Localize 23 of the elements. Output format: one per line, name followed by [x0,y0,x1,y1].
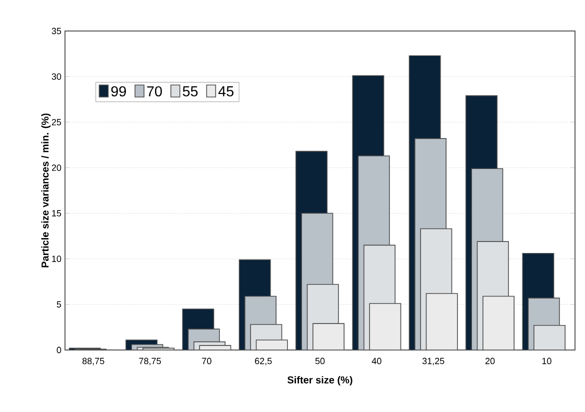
x-tick-label: 40 [372,358,382,364]
y-axis-title: Particle size variances / min. (%) [41,114,51,268]
y-tick-label: 20 [52,164,62,171]
legend-label: 70 [147,86,162,96]
x-tick-label: 88,75 [82,358,104,366]
y-tick-label: 35 [52,28,62,34]
x-tick-label: 62,5 [255,358,272,366]
x-tick-label: 70 [202,358,212,364]
y-tick-label: 0 [56,346,62,354]
y-tick-label: 15 [52,210,62,216]
x-tick-label: 31,25 [422,358,444,366]
x-tick-label: 20 [485,358,495,364]
x-axis-title: Sifter size (%) [288,376,352,386]
legend-label: 45 [218,86,234,96]
legend-label: 99 [111,86,126,96]
legend-label: 55 [182,86,198,96]
y-tick-label: 30 [52,73,62,80]
y-tick-label: 10 [52,256,62,262]
x-tick-label: 78,75 [139,358,161,366]
y-tick-label: 5 [56,301,62,308]
x-tick-label: 50 [315,358,325,364]
y-tick-label: 25 [52,118,62,126]
x-tick-label: 10 [542,358,552,364]
